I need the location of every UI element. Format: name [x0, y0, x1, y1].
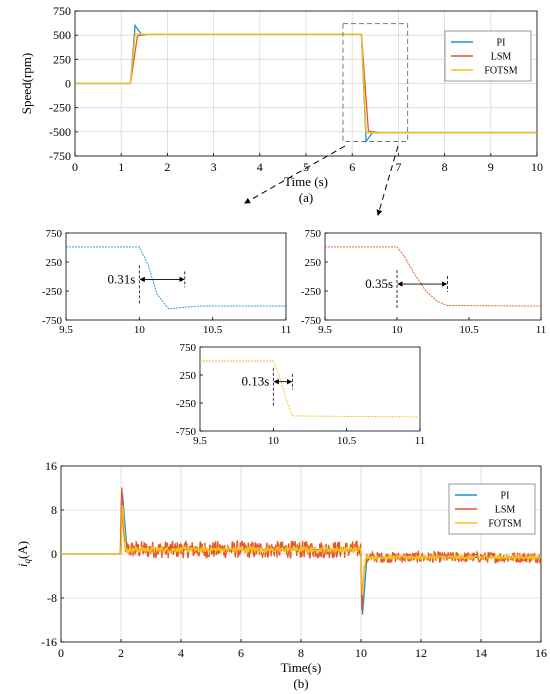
x-tick-label: 4: [178, 646, 184, 660]
chart-zoom_lsm: 9.5 10 10.5 11 750 250 -250 -750 0.35s: [301, 228, 546, 336]
y-tick-label: 0: [65, 77, 71, 91]
x-tick-label: 14: [475, 646, 487, 660]
y-axis-label-symbol: i: [15, 563, 30, 567]
y-tick-label: -750: [176, 426, 197, 438]
x-tick-label: 4: [257, 160, 263, 174]
y-tick-label: -250: [301, 286, 322, 298]
x-tick-label: 1: [118, 160, 124, 174]
x-tick-label: 16: [535, 646, 547, 660]
y-axis-label-unit: (A): [15, 541, 30, 559]
y-tick-label: 750: [180, 342, 197, 354]
y-tick-label: 0: [51, 547, 57, 561]
legend-label: LSM: [495, 505, 516, 516]
x-tick-label: 3: [211, 160, 217, 174]
annotation-label: 0.13s: [242, 374, 270, 389]
zoom-pointer-right: [376, 145, 399, 216]
series-line-fotsm: [61, 504, 542, 596]
annotation-label: 0.35s: [365, 276, 393, 291]
x-tick-label: 8: [298, 646, 304, 660]
y-tick-label: -500: [49, 125, 71, 139]
y-tick-label: -750: [42, 315, 63, 327]
x-tick-label: 12: [415, 646, 427, 660]
y-tick-label: 750: [46, 228, 63, 240]
y-tick-label: 750: [305, 228, 322, 240]
x-tick-label: 5: [303, 160, 309, 174]
x-axis-label: Time(s): [281, 660, 322, 675]
x-tick-label: 10: [355, 646, 367, 660]
y-tick-label: 250: [53, 52, 71, 66]
x-tick-label: 0: [72, 160, 78, 174]
y-tick-label: 750: [53, 4, 71, 18]
legend-label: PI: [501, 491, 510, 502]
y-tick-label: -250: [42, 286, 63, 298]
plot-frame: [199, 346, 421, 432]
series-line-pi: [66, 246, 286, 310]
duration-annotation: 0.13s: [242, 367, 293, 406]
legend: PI LSM FOTSM: [444, 30, 532, 82]
legend-label: LSM: [491, 52, 512, 63]
x-tick-label: 9.5: [318, 324, 332, 336]
x-tick-label: 10.5: [337, 435, 357, 447]
x-tick-label: 2: [118, 646, 124, 660]
x-tick-label: 11: [536, 324, 547, 336]
chart-zoom_pi: 9.5 10 10.5 11 750 250 -250 -750 0.31s: [42, 228, 291, 336]
chart-zoom_fotsm: 9.5 10 10.5 11 750 250 -250 -750 0.13s: [176, 342, 425, 447]
y-tick-label: 8: [51, 503, 57, 517]
zoom-pointer-left: [244, 145, 346, 204]
x-tick-label: 10: [134, 324, 146, 336]
legend-label: FOTSM: [488, 519, 521, 530]
y-tick-label: -750: [49, 149, 71, 163]
x-tick-label: 11: [415, 435, 426, 447]
y-tick-label: 250: [46, 257, 63, 269]
legend-label: PI: [497, 38, 506, 49]
figure-caption: (a): [299, 190, 313, 205]
series-line-fotsm: [200, 360, 421, 418]
x-tick-label: 0: [58, 646, 64, 660]
y-axis-label-subscript: q: [22, 558, 32, 563]
x-tick-label: 10.5: [203, 324, 223, 336]
legend-label: FOTSM: [484, 66, 517, 77]
annotation-label: 0.31s: [108, 271, 136, 286]
figure-caption: (b): [293, 676, 308, 691]
y-tick-label: 250: [180, 370, 197, 382]
series-line-fotsm: [75, 33, 537, 134]
plot-frame: [324, 232, 542, 321]
y-tick-label: -750: [301, 315, 322, 327]
x-tick-label: 10: [531, 160, 543, 174]
y-tick-label: 250: [305, 257, 322, 269]
duration-annotation: 0.31s: [108, 265, 186, 304]
y-axis-label: Speed(rpm): [19, 53, 34, 114]
duration-annotation: 0.35s: [365, 270, 448, 309]
x-tick-label: 11: [281, 324, 292, 336]
x-tick-label: 9: [488, 160, 494, 174]
x-tick-label: 9.5: [193, 435, 207, 447]
x-tick-label: 10: [268, 435, 280, 447]
y-tick-label: -250: [176, 398, 197, 410]
legend: PI LSM FOTSM: [448, 483, 536, 535]
x-tick-label: 10: [392, 324, 404, 336]
plot-frame: [65, 232, 287, 321]
zoom-pointers: [244, 145, 399, 216]
y-tick-label: 16: [45, 459, 57, 473]
chart-current: 0 2 4 6 8 10 12 14 161680-8-16PILSMFOTSMTime(s)(…: [15, 459, 547, 691]
y-axis-label: iq(A): [15, 541, 32, 567]
x-tick-label: 10.5: [459, 324, 479, 336]
zoom-region-box: [342, 23, 409, 142]
y-tick-label: -250: [49, 101, 71, 115]
x-tick-label: 6: [349, 160, 355, 174]
series-line-lsm: [325, 246, 542, 307]
y-tick-label: 500: [53, 28, 71, 42]
x-tick-label: 2: [164, 160, 170, 174]
chart-speed: 0 1 2 3 4 5 6 7 8 9 10 750 500 250 0 -250 -500 -750 PI LSM F…: [19, 4, 543, 205]
y-tick-label: -8: [47, 591, 57, 605]
x-axis-label: Time (s): [284, 174, 328, 189]
y-tick-label: -16: [41, 635, 57, 649]
x-tick-label: 8: [442, 160, 448, 174]
x-tick-label: 9.5: [59, 324, 73, 336]
x-tick-label: 7: [395, 160, 401, 174]
x-tick-label: 6: [238, 646, 244, 660]
